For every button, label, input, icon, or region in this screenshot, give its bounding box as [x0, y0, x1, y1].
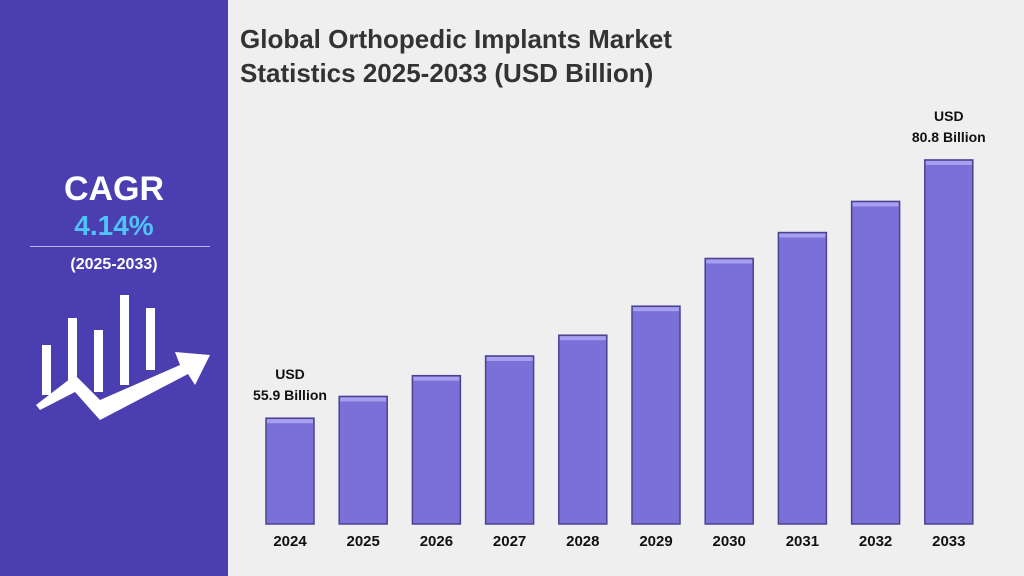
bar-highlight: [486, 356, 533, 361]
x-tick-label: 2027: [492, 533, 527, 550]
bar: [704, 257, 754, 525]
cagr-rate: 4.14%: [74, 210, 154, 241]
growth-icon: [36, 295, 210, 420]
bar-highlight: [559, 336, 606, 341]
bar-highlight: [852, 202, 899, 207]
cagr-label: CAGR: [63, 170, 165, 208]
bar-highlight: [267, 419, 313, 424]
x-tick-label: 2032: [858, 533, 893, 550]
x-tick-label: 2029: [639, 533, 673, 550]
bar: [558, 334, 608, 525]
bar-highlight: [340, 397, 387, 402]
x-tick-label: 2024: [273, 533, 307, 550]
bar-highlight: [925, 160, 972, 165]
x-tick-label: 2028: [566, 533, 600, 550]
bar: [411, 374, 462, 525]
bar-highlight: [706, 259, 753, 264]
bar-highlight: [633, 307, 679, 312]
bar: [338, 395, 388, 525]
x-tick-label: 2025: [346, 533, 380, 550]
bar-highlight: [779, 233, 826, 238]
value-label: USD 55.9 Billion: [253, 366, 327, 404]
bar: [777, 231, 828, 525]
value-label: USD 80.8 Billion: [911, 107, 986, 145]
x-tick-label: 2030: [712, 533, 746, 550]
bar-highlight: [413, 376, 460, 381]
x-tick-label: 2033: [932, 533, 966, 550]
bar: [924, 159, 974, 525]
bar: [631, 305, 681, 525]
bar: [850, 200, 901, 525]
bar: [265, 417, 315, 525]
bar: [484, 355, 535, 525]
chart-title: Global Orthopedic Implants Market Statis…: [240, 24, 672, 88]
divider: [30, 246, 210, 247]
cagr-period: (2025-2033): [70, 256, 158, 273]
x-tick-label: 2026: [419, 533, 454, 550]
x-tick-label: 2031: [785, 533, 820, 550]
sidebar: CAGR 4.14% (2025-2033): [0, 0, 228, 576]
